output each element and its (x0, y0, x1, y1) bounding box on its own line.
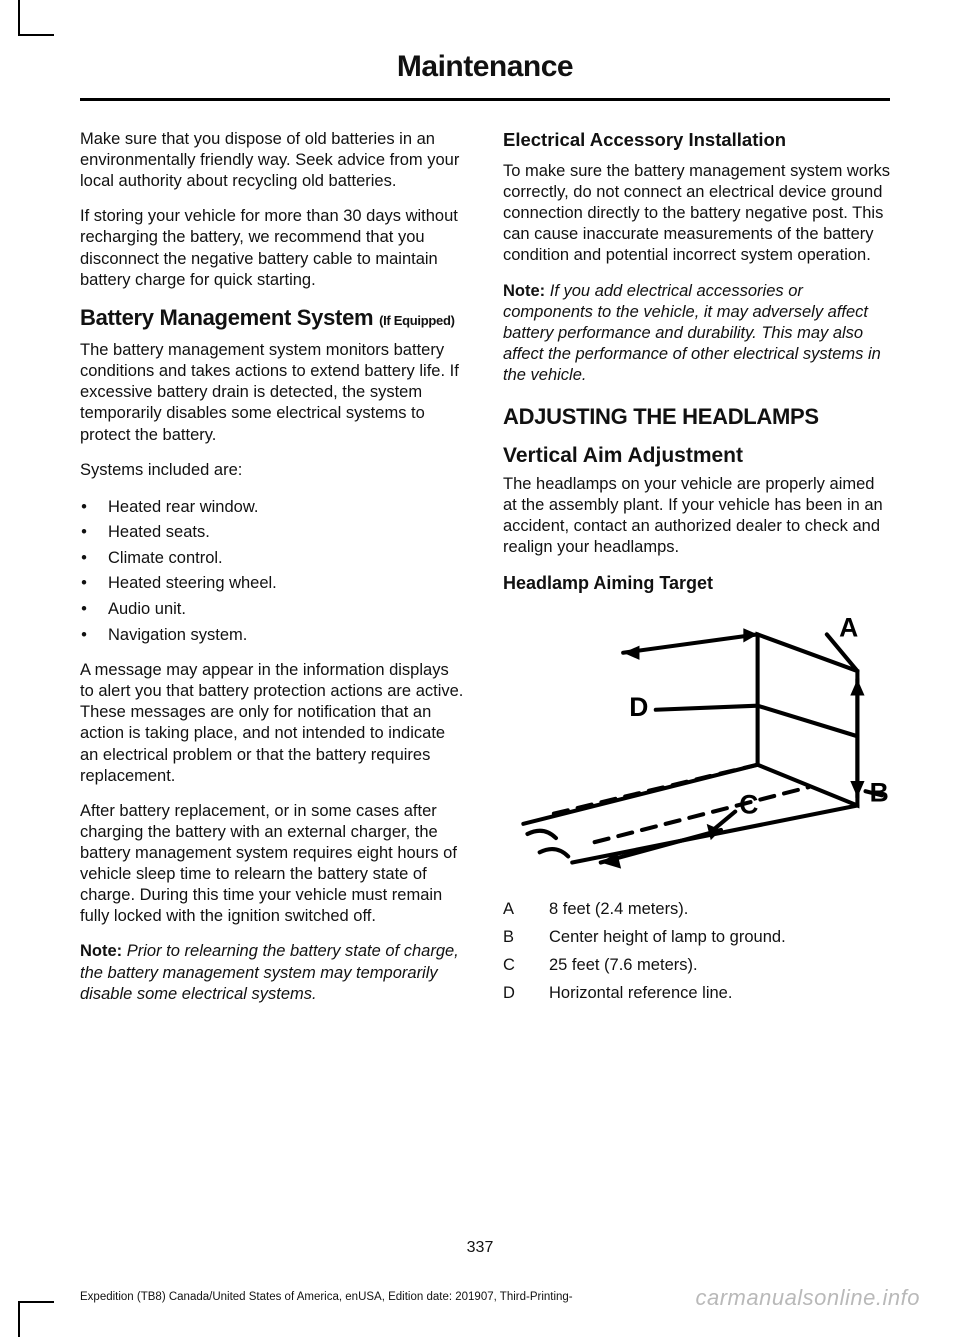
diagram-legend: A 8 feet (2.4 meters). B Center height of … (503, 895, 890, 1007)
bullet-dot: • (80, 623, 88, 649)
list-item-text: Navigation system. (108, 623, 247, 649)
crop-mark-top (18, 0, 54, 36)
para-systems-intro: Systems included are: (80, 460, 467, 481)
heading-eai: Electrical Accessory Installation (503, 129, 890, 151)
list-item: • Heated seats. (80, 520, 467, 546)
list-item-text: Audio unit. (108, 597, 186, 623)
bullet-dot: • (80, 495, 88, 521)
para-storage: If storing your vehicle for more than 30… (80, 206, 467, 290)
legend-row: C 25 feet (7.6 meters). (503, 951, 890, 979)
heading-bms-text: Battery Management System (80, 305, 373, 330)
note-lead: Note: (503, 282, 545, 300)
list-item-text: Heated seats. (108, 520, 210, 546)
note-accessories: Note: If you add electrical accessories … (503, 281, 890, 387)
legend-val: 25 feet (7.6 meters). (549, 951, 698, 979)
bullet-dot: • (80, 571, 88, 597)
legend-row: A 8 feet (2.4 meters). (503, 895, 890, 923)
para-bms-desc: The battery management system monitors b… (80, 340, 467, 446)
legend-key: C (503, 951, 521, 979)
legend-key: D (503, 979, 521, 1007)
diagram-label-a: A (839, 612, 858, 642)
heading-vertical: Vertical Aim Adjustment (503, 444, 890, 468)
legend-val: Center height of lamp to ground. (549, 923, 786, 951)
list-item-text: Heated rear window. (108, 495, 258, 521)
legend-row: B Center height of lamp to ground. (503, 923, 890, 951)
legend-row: D Horizontal reference line. (503, 979, 890, 1007)
header-rule (80, 98, 890, 101)
bullet-dot: • (80, 520, 88, 546)
crop-mark-bottom (18, 1301, 54, 1337)
diagram-label-d: D (629, 691, 648, 721)
headlamp-diagram: A B C D (503, 612, 890, 877)
legend-key: A (503, 895, 521, 923)
left-column: Make sure that you dispose of old batter… (80, 129, 467, 1019)
legend-val: 8 feet (2.4 meters). (549, 895, 688, 923)
heading-adjusting: ADJUSTING THE HEADLAMPS (503, 404, 890, 430)
footer-edition: Expedition (TB8) Canada/United States of… (80, 1291, 573, 1303)
watermark: carmanualsonline.info (695, 1285, 920, 1311)
para-after-replace: After battery replacement, or in some ca… (80, 801, 467, 928)
para-eai: To make sure the battery management syst… (503, 161, 890, 267)
page: Maintenance Make sure that you dispose o… (0, 0, 960, 1337)
list-item: • Heated steering wheel. (80, 571, 467, 597)
list-item: • Heated rear window. (80, 495, 467, 521)
legend-val: Horizontal reference line. (549, 979, 732, 1007)
list-item-text: Heated steering wheel. (108, 571, 277, 597)
diagram-label-b: B (870, 777, 889, 807)
list-item: • Navigation system. (80, 623, 467, 649)
note-lead: Note: (80, 942, 122, 960)
heading-bms: Battery Management System (If Equipped) (80, 305, 467, 330)
bullet-dot: • (80, 546, 88, 572)
note-body: If you add electrical accessories or com… (503, 282, 881, 384)
right-column: Electrical Accessory Installation To mak… (503, 129, 890, 1019)
page-number: 337 (0, 1239, 960, 1257)
heading-target: Headlamp Aiming Target (503, 573, 890, 594)
para-aim: The headlamps on your vehicle are proper… (503, 474, 890, 558)
page-title: Maintenance (80, 50, 890, 94)
bullet-dot: • (80, 597, 88, 623)
list-item-text: Climate control. (108, 546, 223, 572)
para-message: A message may appear in the information … (80, 660, 467, 787)
list-item: • Climate control. (80, 546, 467, 572)
crop-marks (18, 0, 58, 1337)
heading-bms-suffix: (If Equipped) (379, 313, 455, 328)
list-item: • Audio unit. (80, 597, 467, 623)
systems-list: • Heated rear window. • Heated seats. • Cli… (80, 495, 467, 648)
note-body: Prior to relearning the battery state of… (80, 942, 459, 1002)
legend-key: B (503, 923, 521, 951)
content-columns: Make sure that you dispose of old batter… (80, 129, 890, 1019)
diagram-label-c: C (739, 789, 758, 819)
para-dispose: Make sure that you dispose of old batter… (80, 129, 467, 192)
note-relearn: Note: Prior to relearning the battery st… (80, 941, 467, 1004)
